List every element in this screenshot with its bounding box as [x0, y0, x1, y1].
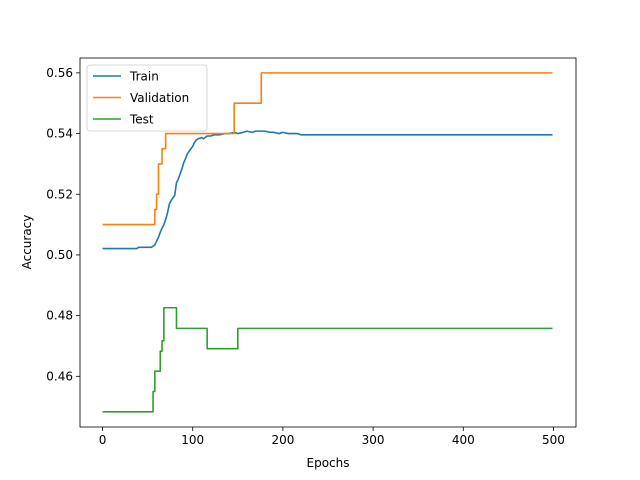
legend-label-train: Train	[129, 70, 159, 84]
y-tick-label: 0.50	[46, 248, 73, 262]
plot-frame	[79, 57, 577, 428]
legend-label-validation: Validation	[130, 91, 189, 105]
y-tick-label: 0.56	[46, 66, 73, 80]
x-tick-label: 500	[542, 433, 565, 447]
y-axis-title: Accuracy	[20, 215, 34, 270]
y-tick-label: 0.52	[46, 187, 73, 201]
x-tick-label: 100	[181, 433, 204, 447]
x-axis-title: Epochs	[307, 456, 350, 470]
legend-label-test: Test	[129, 113, 154, 127]
series-line-test	[102, 306, 553, 413]
y-tick-label: 0.54	[46, 127, 73, 141]
series-layer	[102, 72, 553, 413]
x-tick-label: 200	[271, 433, 294, 447]
y-tick-label: 0.48	[46, 309, 73, 323]
legend: Train Validation Test	[86, 64, 208, 132]
x-tick-label: 0	[99, 433, 107, 447]
legend-box	[86, 64, 208, 132]
x-tick-label: 400	[452, 433, 475, 447]
x-tick-label: 300	[362, 433, 385, 447]
ticks-layer: 0 100 200 300 400 500 0.46 0.48 0.50 0.52 0.54 0.56	[46, 66, 565, 447]
series-line-train	[102, 130, 553, 250]
series-line-validation	[102, 72, 553, 226]
y-tick-label: 0.46	[46, 369, 73, 383]
